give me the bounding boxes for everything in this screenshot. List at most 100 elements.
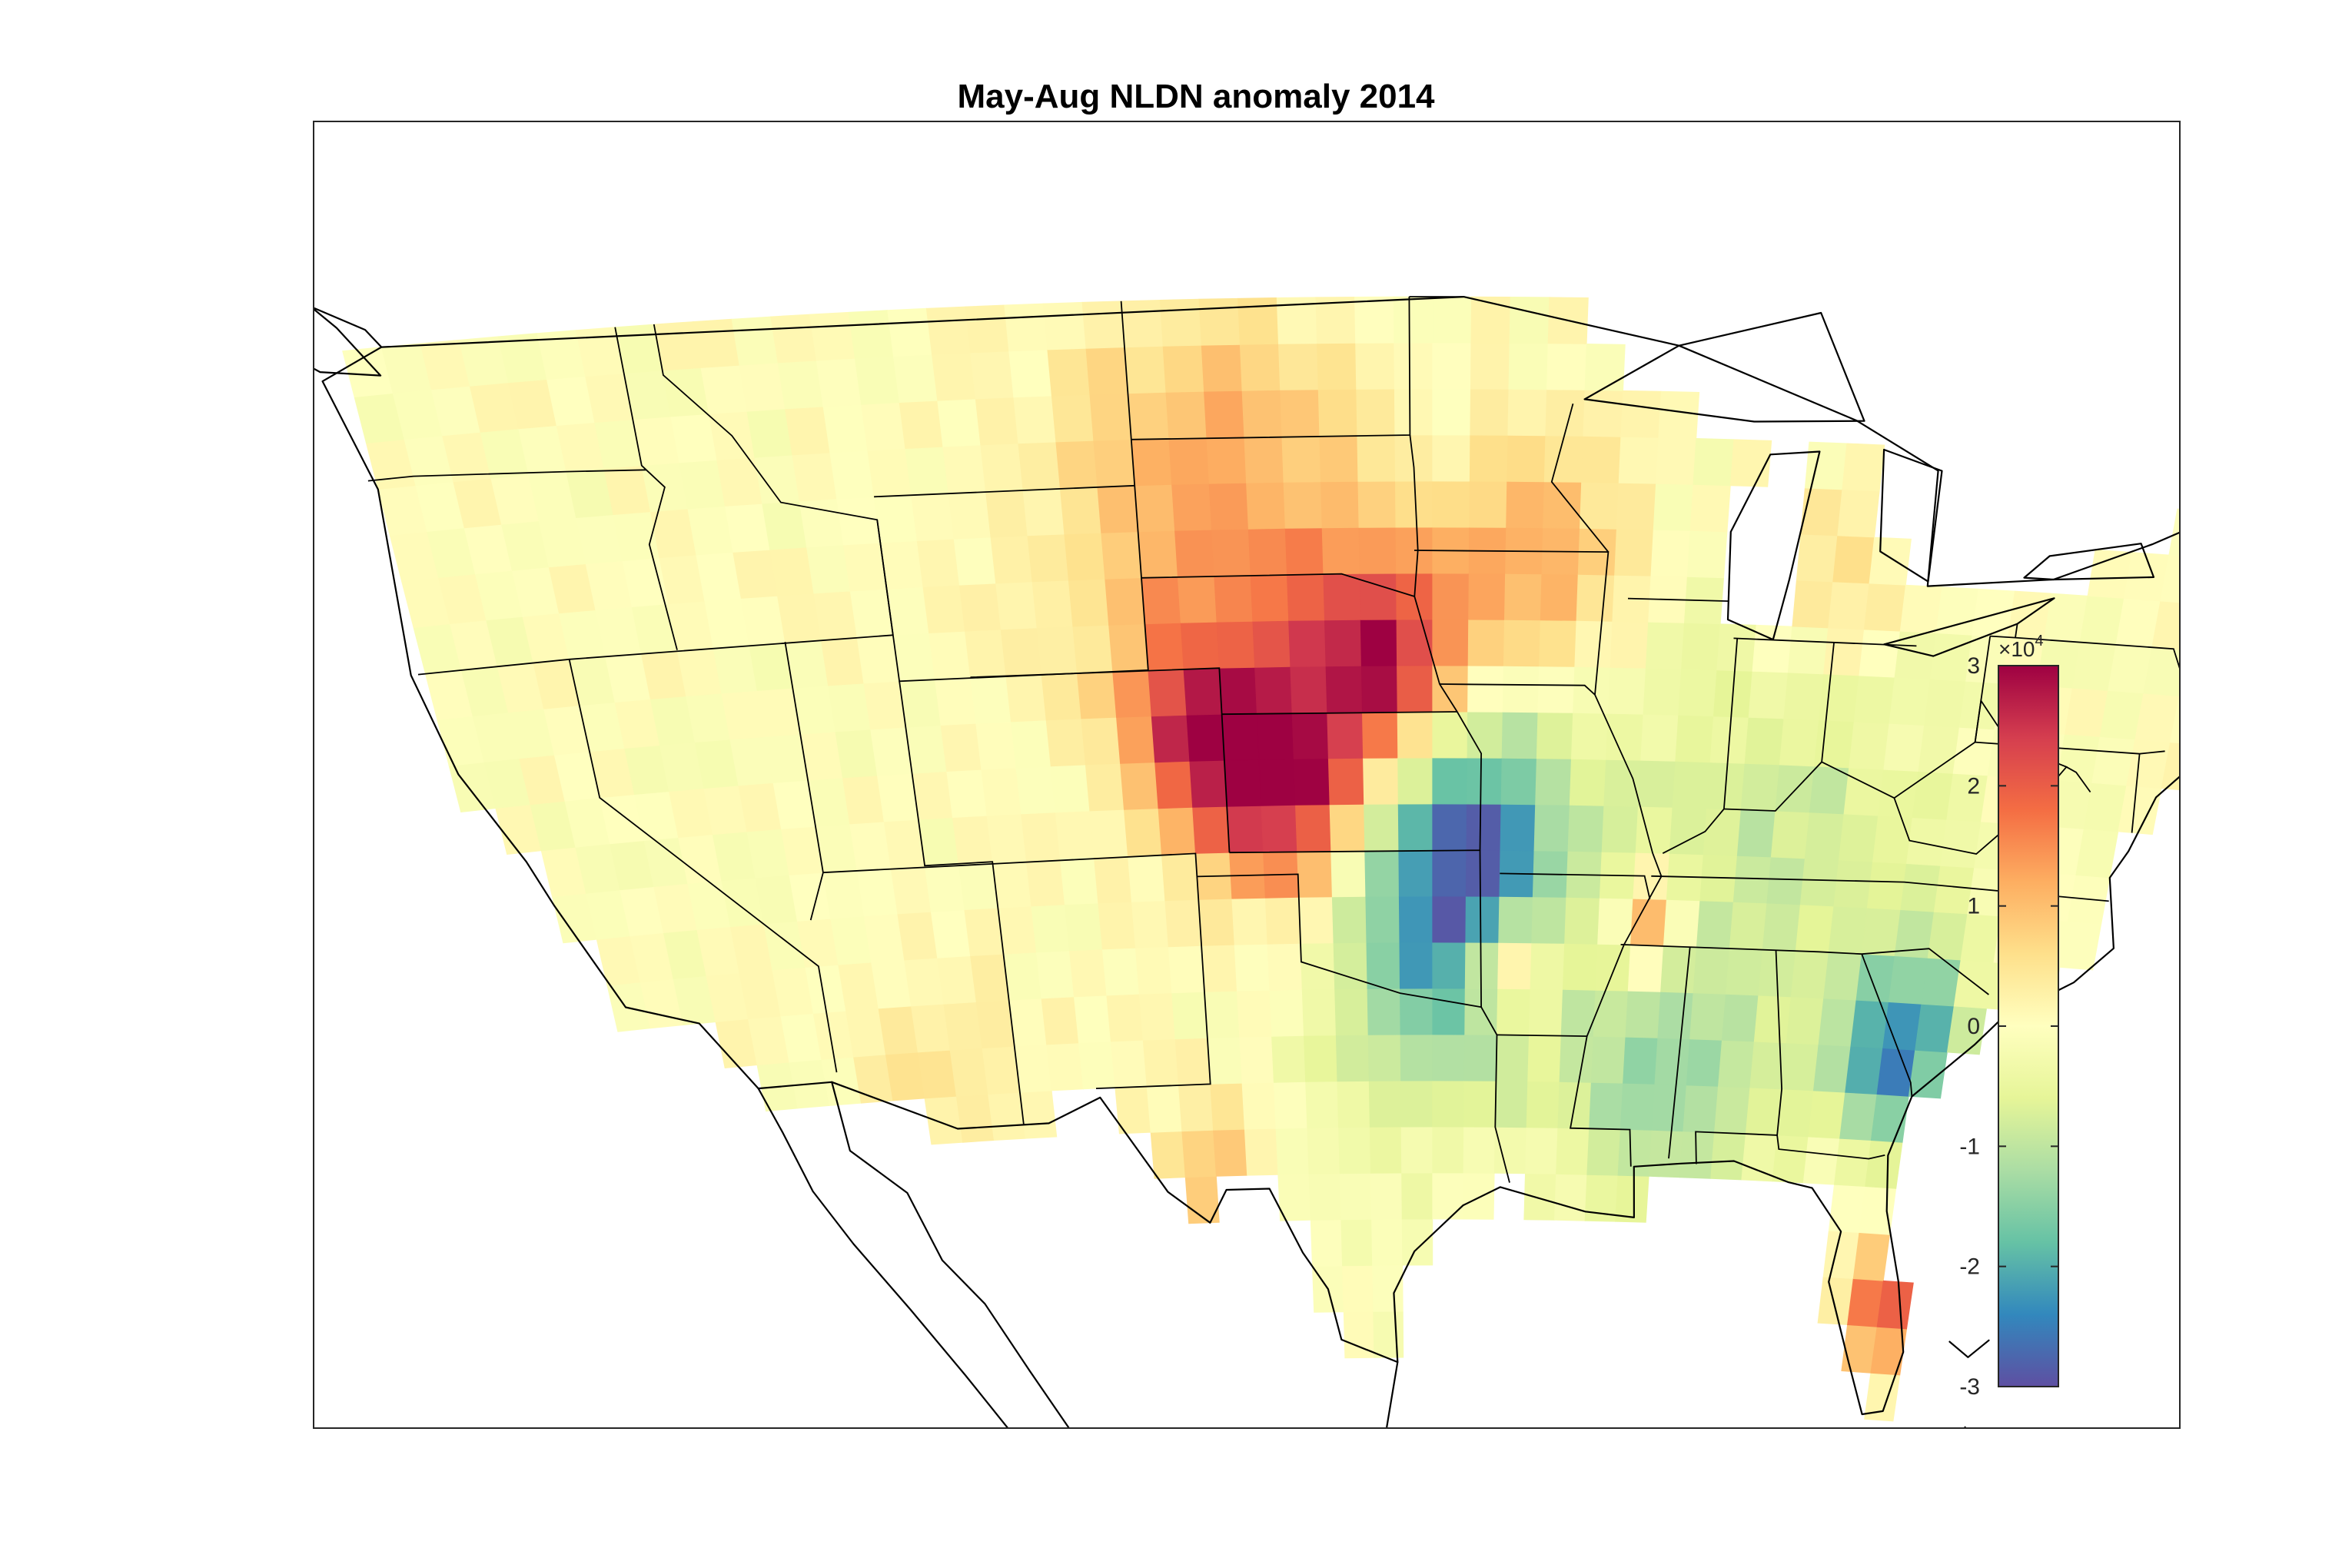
- anomaly-cell: [1162, 344, 1204, 393]
- anomaly-cell: [1275, 1127, 1310, 1175]
- anomaly-cell: [1507, 434, 1546, 483]
- anomaly-cell: [948, 490, 992, 540]
- anomaly-cell: [716, 457, 763, 507]
- anomaly-cell: [2143, 646, 2180, 697]
- coastline: [1948, 1339, 1990, 1358]
- anomaly-cell: [1397, 665, 1433, 713]
- state-border: [2256, 613, 2352, 629]
- anomaly-cell: [2332, 616, 2352, 666]
- anomaly-cell: [1134, 946, 1173, 995]
- anomaly-cell: [1721, 993, 1759, 1042]
- anomaly-cell: [1154, 760, 1194, 809]
- anomaly-cell: [1823, 627, 1865, 676]
- anomaly-cell: [1216, 620, 1255, 669]
- anomaly-cell: [1059, 486, 1102, 535]
- anomaly-cell: [970, 953, 1010, 1003]
- anomaly-cell: [1766, 856, 1806, 905]
- anomaly-cell: [1286, 573, 1325, 621]
- anomaly-cell: [1305, 1081, 1339, 1128]
- anomaly-cell: [1335, 1034, 1370, 1082]
- state-border: [899, 681, 1025, 1125]
- anomaly-cell: [746, 408, 793, 458]
- anomaly-cell: [970, 675, 1012, 724]
- anomaly-cell: [1334, 988, 1369, 1036]
- anomaly-cell: [1822, 1230, 1860, 1280]
- colorbar: 3 2 1 0 -1 -2 -3 ×104: [1959, 633, 2059, 1400]
- anomaly-cell: [1783, 672, 1825, 721]
- state-border: [2242, 655, 2304, 693]
- anomaly-cell: [1866, 861, 1907, 911]
- anomaly-cell: [879, 540, 924, 590]
- anomaly-cell: [1121, 299, 1164, 348]
- anomaly-cell: [964, 907, 1004, 957]
- anomaly-cell: [1470, 388, 1510, 436]
- anomaly-cell: [1850, 999, 1889, 1049]
- anomaly-cell: [1795, 904, 1835, 953]
- anomaly-cell: [1744, 716, 1785, 766]
- anomaly-cell: [1081, 716, 1121, 766]
- anomaly-cell: [1127, 854, 1166, 902]
- anomaly-cell: [1355, 342, 1395, 390]
- anomaly-cell: [1273, 1081, 1308, 1129]
- anomaly-cell: [922, 584, 965, 634]
- state-border: [822, 852, 1211, 1089]
- coastline: [1386, 1360, 1399, 1428]
- anomaly-cell: [1284, 527, 1324, 575]
- anomaly-cell: [1526, 1081, 1560, 1128]
- anomaly-cell: [1142, 1038, 1179, 1087]
- anomaly-cell: [1134, 483, 1175, 533]
- anomaly-cell: [2260, 610, 2306, 659]
- map-area: [314, 296, 2352, 1428]
- anomaly-cell: [890, 865, 932, 915]
- anomaly-cell: [1120, 762, 1159, 810]
- anomaly-cell: [769, 546, 815, 596]
- coastlines: [314, 296, 2180, 1428]
- anomaly-cell: [1244, 1128, 1279, 1176]
- anomaly-cell: [1252, 620, 1291, 668]
- state-border: [2242, 517, 2278, 654]
- anomaly-cell: [1689, 483, 1731, 533]
- anomaly-cell: [1464, 942, 1500, 989]
- anomaly-cell: [2343, 570, 2352, 620]
- anomaly-cell: [1574, 620, 1613, 668]
- anomaly-cell: [1497, 942, 1533, 990]
- anomaly-cell: [700, 364, 748, 414]
- anomaly-cell: [911, 492, 955, 542]
- anomaly-cell: [1198, 898, 1235, 946]
- anomaly-cell: [1221, 713, 1260, 761]
- anomaly-cell: [1539, 620, 1577, 667]
- anomaly-cell: [1869, 537, 1912, 586]
- anomaly-cell: [1725, 947, 1763, 996]
- anomaly-cell: [1224, 759, 1262, 807]
- anomaly-cell: [985, 489, 1028, 538]
- coastline: [2023, 543, 2155, 581]
- anomaly-cell: [1703, 808, 1742, 856]
- anomaly-cell: [1678, 668, 1718, 717]
- anomaly-cell: [955, 1094, 995, 1143]
- anomaly-cell: [2270, 564, 2317, 613]
- anomaly-cell: [806, 544, 851, 594]
- anomaly-cell: [1015, 766, 1056, 815]
- anomaly-cell: [1509, 296, 1550, 344]
- anomaly-cell: [1675, 714, 1714, 763]
- anomaly-cell: [1178, 1083, 1214, 1132]
- anomaly-cell: [1503, 619, 1541, 667]
- anomaly-cell: [1828, 905, 1868, 955]
- anomaly-cell: [1753, 995, 1792, 1044]
- anomaly-cell: [1358, 527, 1397, 574]
- anomaly-cell: [965, 304, 1010, 354]
- anomaly-cell: [975, 397, 1019, 446]
- anomaly-cell: [1770, 810, 1810, 859]
- anomaly-cell: [1833, 859, 1873, 909]
- anomaly-cell: [693, 318, 740, 368]
- anomaly-cell: [934, 676, 977, 726]
- anomaly-cell: [952, 815, 993, 865]
- coastline: [321, 296, 2180, 1416]
- anomaly-cell: [1620, 390, 1662, 438]
- anomaly-cell: [1918, 725, 1960, 774]
- anomaly-cell: [1432, 573, 1470, 620]
- anomaly-cell: [1131, 437, 1173, 487]
- anomaly-cell: [1823, 952, 1862, 1001]
- anomaly-cell: [1929, 633, 1973, 682]
- anomaly-cell: [1595, 943, 1631, 992]
